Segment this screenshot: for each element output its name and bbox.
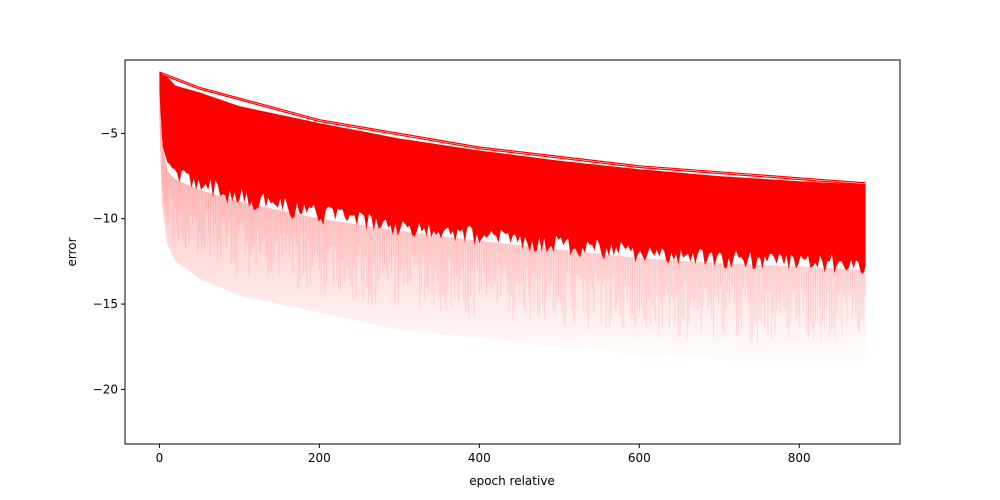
y-tick-label: −20	[93, 382, 118, 396]
series-line-1	[159, 71, 866, 184]
y-tick-label: −5	[100, 126, 118, 140]
series-line-2	[159, 73, 866, 186]
x-tick-label: 200	[308, 451, 331, 465]
faint-error-band	[159, 90, 866, 369]
x-tick-label: 0	[156, 451, 164, 465]
x-tick-label: 600	[628, 451, 651, 465]
x-axis: 0 200 400 600 800	[156, 444, 811, 465]
y-tick-label: −10	[93, 212, 118, 226]
y-axis-label: error	[65, 237, 79, 266]
y-tick-label: −15	[93, 297, 118, 311]
solid-error-band	[159, 71, 866, 274]
x-tick-label: 400	[468, 451, 491, 465]
axes-frame	[124, 59, 901, 445]
x-axis-label: epoch relative	[469, 474, 555, 488]
faint-streaks	[160, 124, 866, 344]
y-axis: −5 −10 −15 −20	[93, 126, 125, 396]
plot-area	[159, 71, 866, 369]
x-tick-label: 800	[788, 451, 811, 465]
